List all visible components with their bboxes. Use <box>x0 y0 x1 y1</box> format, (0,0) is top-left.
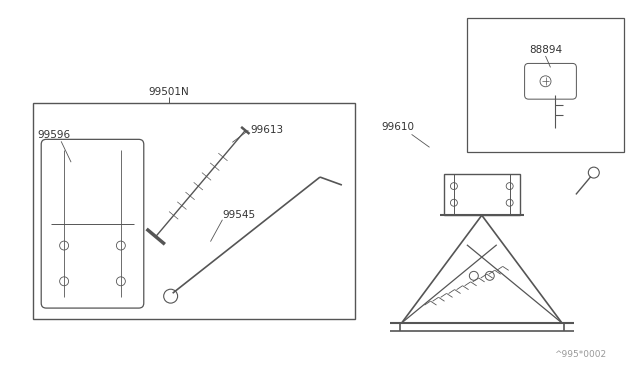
Bar <box>33 103 355 319</box>
Text: 99613: 99613 <box>250 125 284 135</box>
Text: ^995*0002: ^995*0002 <box>554 350 606 359</box>
Bar <box>444 174 520 215</box>
Text: 99610: 99610 <box>381 122 415 132</box>
Text: 88894: 88894 <box>529 45 562 55</box>
Text: 99545: 99545 <box>223 210 255 220</box>
Bar <box>467 18 623 152</box>
Text: 99501N: 99501N <box>148 87 189 97</box>
Text: 99596: 99596 <box>37 130 70 140</box>
